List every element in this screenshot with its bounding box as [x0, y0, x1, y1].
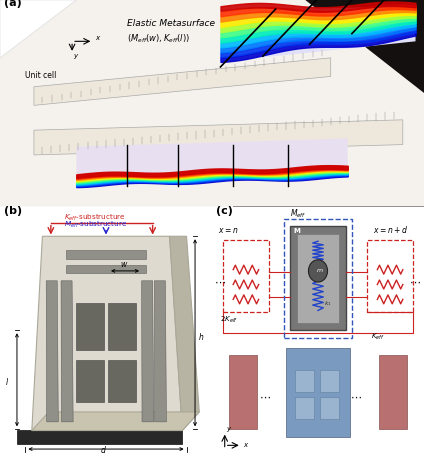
Text: $d$: $d$	[100, 444, 106, 454]
Bar	[108, 360, 136, 402]
Bar	[290, 227, 346, 331]
Polygon shape	[0, 0, 76, 58]
Polygon shape	[220, 6, 416, 62]
Text: $\cdots$: $\cdots$	[214, 276, 226, 286]
Bar	[367, 240, 413, 312]
Bar	[295, 397, 314, 419]
Text: $x=n$: $x=n$	[218, 226, 239, 235]
Bar	[284, 219, 352, 338]
Bar	[108, 303, 136, 350]
Bar	[223, 240, 269, 312]
Text: $\cdots$: $\cdots$	[259, 391, 271, 402]
Text: $K_{eff}$-substructure: $K_{eff}$-substructure	[64, 213, 126, 223]
Polygon shape	[32, 412, 199, 430]
Bar	[76, 303, 104, 350]
Text: $h$: $h$	[198, 331, 204, 342]
Bar	[76, 360, 104, 402]
Polygon shape	[154, 281, 166, 422]
Text: $2K_{eff}$: $2K_{eff}$	[220, 315, 239, 325]
Polygon shape	[0, 0, 424, 207]
Text: (c): (c)	[216, 206, 233, 216]
Polygon shape	[34, 58, 331, 105]
Bar	[295, 370, 314, 392]
Polygon shape	[170, 236, 199, 430]
Text: $w$: $w$	[120, 260, 128, 269]
Polygon shape	[32, 236, 182, 430]
Polygon shape	[76, 138, 348, 186]
Text: $(M_{eff}(w), K_{eff}(l))$: $(M_{eff}(w), K_{eff}(l))$	[127, 32, 190, 45]
Bar	[66, 265, 146, 273]
Bar	[297, 234, 339, 323]
Polygon shape	[142, 281, 154, 422]
Bar	[320, 370, 339, 392]
Bar	[17, 430, 182, 444]
Text: $\cdots$: $\cdots$	[409, 276, 421, 286]
Text: $K_{eff}$: $K_{eff}$	[371, 332, 385, 342]
Bar	[320, 397, 339, 419]
Polygon shape	[233, 0, 424, 207]
Bar	[379, 355, 407, 429]
Text: $l$: $l$	[5, 376, 9, 387]
Text: y: y	[73, 53, 77, 59]
Polygon shape	[34, 120, 403, 155]
Text: $y$: $y$	[226, 425, 232, 434]
Text: (a): (a)	[4, 0, 22, 8]
Text: $x=n+d$: $x=n+d$	[373, 223, 408, 235]
Text: $\cdots$: $\cdots$	[350, 391, 362, 402]
Text: $m$: $m$	[316, 267, 324, 274]
Text: (b): (b)	[4, 206, 22, 216]
Text: Unit cell: Unit cell	[25, 71, 57, 80]
Bar	[229, 355, 257, 429]
Text: $k_1$: $k_1$	[324, 300, 332, 308]
Text: $M_{eff}$-substructure: $M_{eff}$-substructure	[64, 220, 127, 230]
Circle shape	[308, 260, 327, 282]
Text: M: M	[293, 227, 301, 233]
Text: $x$: $x$	[243, 441, 249, 449]
Text: Elastic Metasurface: Elastic Metasurface	[127, 19, 215, 28]
Text: $M_{eff}$: $M_{eff}$	[290, 207, 307, 220]
Bar	[286, 348, 350, 437]
Bar	[66, 250, 146, 258]
Polygon shape	[61, 281, 73, 422]
Text: x: x	[95, 35, 100, 41]
Polygon shape	[46, 281, 59, 422]
